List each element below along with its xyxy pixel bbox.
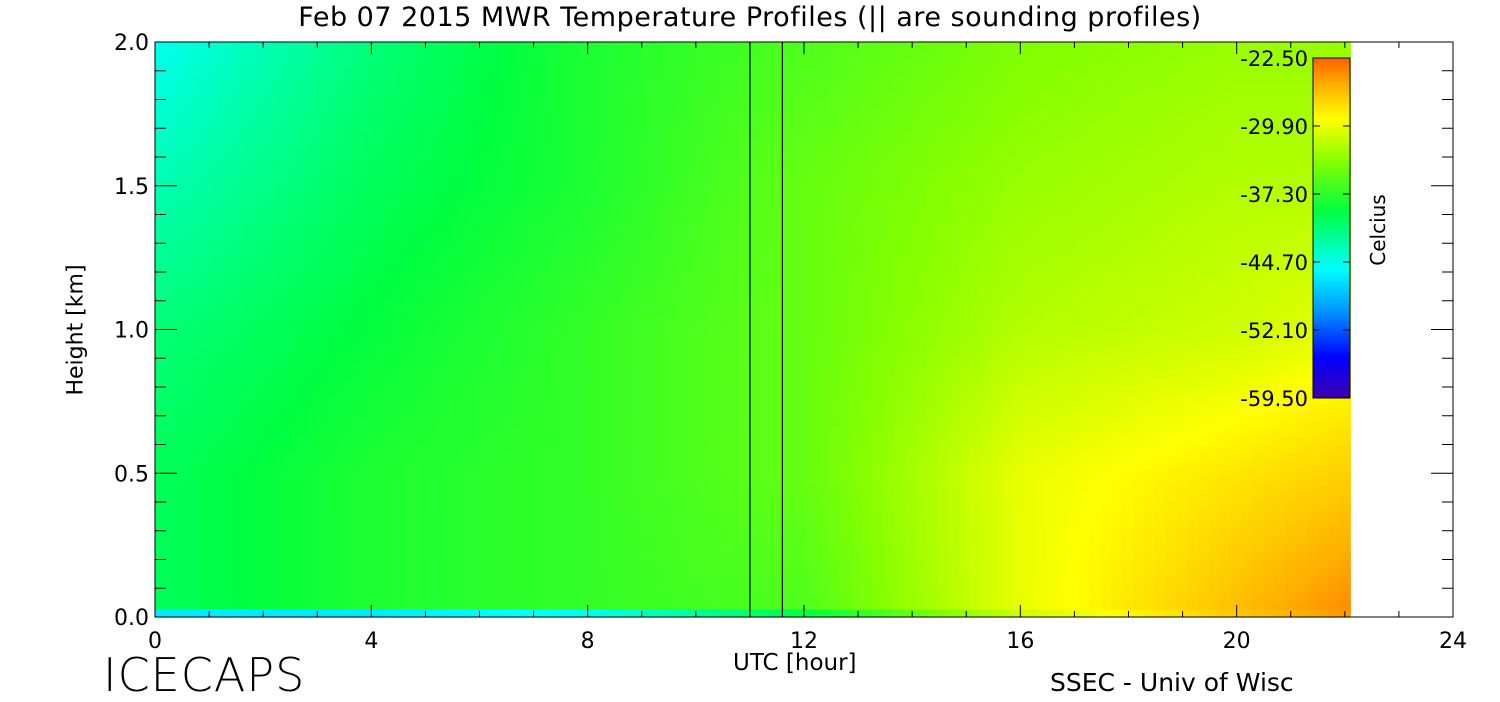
heatmap-field xyxy=(155,42,1351,618)
x-tick-label: 20 xyxy=(1223,629,1251,654)
colorbar-tick-label: -29.90 xyxy=(1240,115,1308,139)
credit-text: SSEC - Univ of Wisc xyxy=(1050,668,1294,697)
x-tick-label: 4 xyxy=(364,629,378,654)
y-tick-label: 0.0 xyxy=(114,606,149,631)
colorbar-tick-label: -59.50 xyxy=(1240,387,1308,411)
colorbar-tick-label: -22.50 xyxy=(1240,47,1308,71)
colorbar-tick-label: -52.10 xyxy=(1240,319,1308,343)
colorbar-tick-label: -37.30 xyxy=(1240,183,1308,207)
y-tick-label: 0.5 xyxy=(114,462,149,487)
y-tick-label: 2.0 xyxy=(114,31,149,56)
y-tick-label: 1.0 xyxy=(114,319,149,344)
x-tick-label: 8 xyxy=(581,629,595,654)
y-tick-label: 1.5 xyxy=(114,175,149,200)
colorbar xyxy=(1313,58,1350,398)
icecaps-logo: ICECAPS xyxy=(103,648,305,702)
x-axis-label: UTC [hour] xyxy=(733,650,857,676)
colorbar-tick-label: -44.70 xyxy=(1240,251,1308,275)
y-axis-label: Height [km] xyxy=(64,264,89,395)
x-tick-label: 16 xyxy=(1006,629,1034,654)
x-tick-label: 24 xyxy=(1439,629,1467,654)
colorbar-label: Celcius xyxy=(1366,194,1390,265)
